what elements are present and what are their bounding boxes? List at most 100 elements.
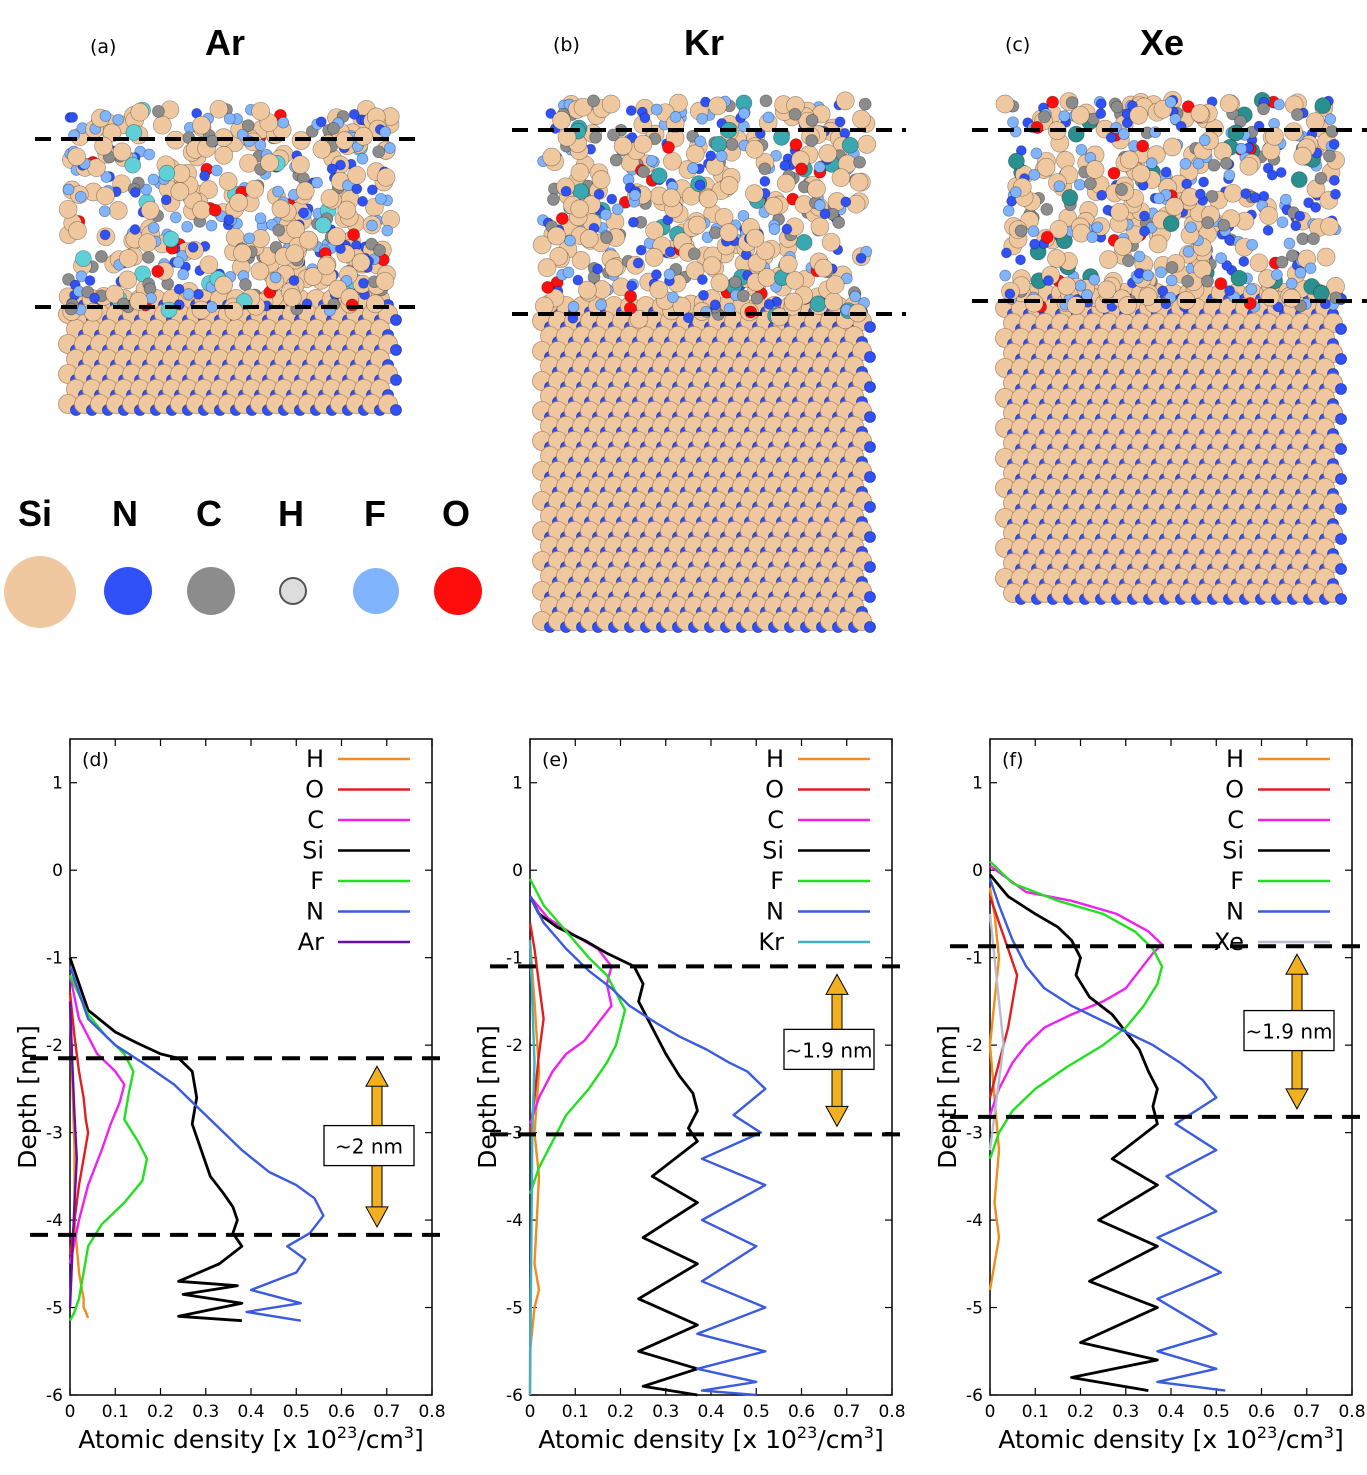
atom-n: [326, 163, 338, 175]
atom-si: [764, 196, 784, 216]
atom-si: [1120, 150, 1139, 170]
atom-n: [834, 116, 846, 128]
series-line-si: [988, 873, 1159, 1392]
atom-n: [390, 404, 402, 416]
atom-f: [140, 183, 153, 196]
atom-n: [1335, 413, 1347, 425]
atom-si: [1070, 105, 1090, 125]
atom-si: [579, 229, 599, 249]
atom-n: [315, 116, 327, 128]
y-tick-label: 0: [52, 861, 63, 881]
atom-c: [858, 97, 872, 111]
atom-c: [1065, 96, 1079, 109]
panel-label: (e): [542, 749, 569, 771]
atom-n: [572, 274, 584, 286]
atom-f: [1304, 262, 1317, 275]
series-line-f: [528, 878, 627, 1195]
atom-c: [1165, 261, 1179, 274]
atom-f: [650, 103, 663, 116]
atom-si: [68, 221, 87, 240]
atom-n: [1004, 288, 1016, 300]
y-tick-label: -6: [46, 1386, 63, 1406]
atom-key-label-o: O: [442, 493, 470, 534]
atom-n: [130, 187, 141, 198]
atom-c: [600, 231, 613, 244]
atom-n: [864, 381, 876, 393]
structure-panel-c-heading: (c) Xe: [1005, 22, 1184, 63]
atom-f: [738, 107, 750, 120]
atom-c: [1084, 177, 1097, 190]
panel-label-a: (a): [90, 36, 116, 58]
atom-c: [1217, 218, 1231, 232]
x-tick-label: 0.1: [102, 1402, 129, 1422]
atom-f: [366, 219, 378, 232]
atom-f: [599, 208, 612, 221]
atom-n: [1195, 188, 1206, 200]
atom-si: [285, 244, 305, 264]
atom-n: [173, 283, 185, 295]
atom-si: [663, 151, 682, 171]
atom-f: [663, 268, 676, 281]
atom-si: [1219, 94, 1239, 113]
atom-si: [818, 144, 838, 163]
x-tick-label: 0.3: [652, 1402, 679, 1422]
atom-si: [271, 199, 291, 219]
atom-n: [1335, 503, 1347, 515]
atom-si: [1190, 104, 1210, 123]
panel-title-ar: Ar: [205, 22, 245, 63]
atom-si: [209, 99, 229, 119]
x-tick-label: 0.6: [328, 1402, 355, 1422]
x-tick-label: 0: [985, 1402, 996, 1422]
atom-o: [555, 212, 569, 225]
series-line-c: [988, 864, 1164, 1116]
y-tick-label: 0: [512, 861, 523, 881]
atom-f: [562, 266, 575, 279]
atom-f: [1075, 143, 1088, 156]
atom-c: [372, 145, 386, 159]
atom-n: [1240, 188, 1252, 199]
atom-si: [214, 275, 233, 295]
atom-o: [208, 203, 222, 217]
atom-c: [1296, 232, 1310, 246]
atom-c: [729, 275, 742, 289]
atom-n: [781, 223, 793, 235]
atom-c: [1291, 108, 1304, 121]
atom-c: [1275, 255, 1289, 269]
atom-si: [825, 275, 845, 295]
thickness-annotation: ~1.9 nm: [1245, 1020, 1332, 1044]
legend-label-h: H: [766, 745, 784, 773]
atom-n: [593, 188, 605, 200]
atom-n: [651, 269, 662, 280]
atom-n: [697, 274, 708, 285]
atom-si: [835, 91, 855, 111]
atom-si: [685, 261, 705, 280]
atom-si: [776, 173, 796, 193]
atom-gas: [1230, 269, 1248, 287]
atom-c: [547, 193, 560, 206]
atom-n: [864, 471, 876, 483]
atom-f: [1133, 250, 1146, 263]
panel-label-b: (b): [553, 34, 580, 56]
atom-n: [1335, 593, 1347, 605]
atom-f: [1086, 231, 1099, 244]
atom-si: [152, 115, 172, 135]
atom-si: [347, 165, 366, 185]
atom-si: [1024, 293, 1044, 313]
atom-si: [229, 193, 249, 212]
atom-n: [1139, 226, 1150, 237]
legend-label-c: C: [307, 806, 324, 834]
atom-n: [193, 288, 204, 300]
x-axis-label: Atomic density [x 1023/cm3]: [538, 1423, 884, 1454]
x-tick-label: 0.8: [1338, 1402, 1365, 1422]
atom-si: [251, 101, 270, 121]
atom-n: [187, 241, 199, 253]
atom-si: [224, 301, 244, 321]
atom-key-o-sphere: [434, 567, 482, 615]
atom-si: [570, 199, 589, 219]
atom-f: [1294, 266, 1307, 279]
atom-si: [218, 172, 238, 191]
atom-si: [852, 109, 871, 129]
atom-o: [541, 281, 555, 294]
atom-n: [84, 275, 96, 286]
y-axis-label: Depth [nm]: [13, 1025, 42, 1169]
